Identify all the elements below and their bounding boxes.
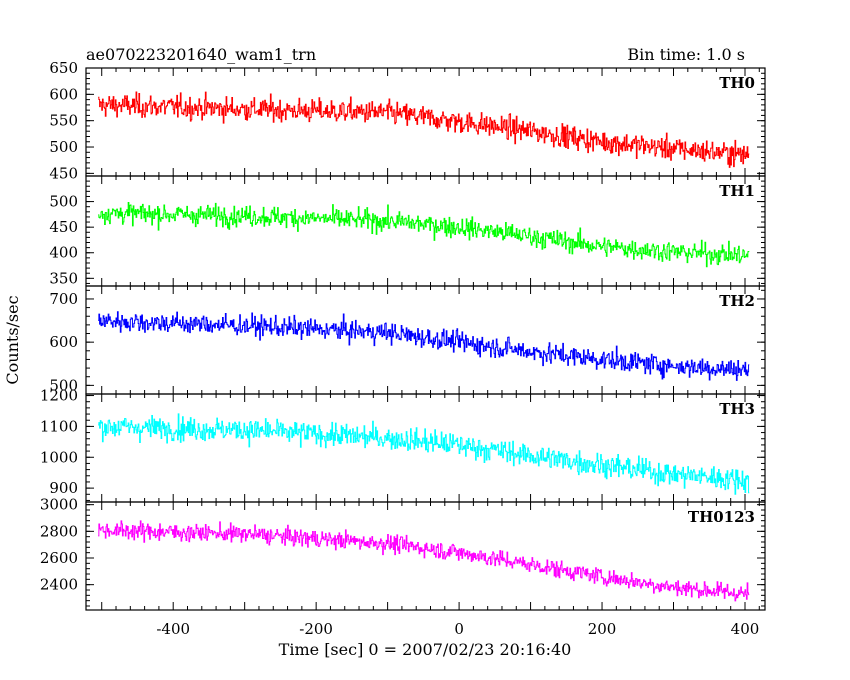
y-tick-label: 2800 [40,522,78,540]
x-tick-label: 0 [454,620,464,638]
y-axis-label: Counts/sec [3,295,22,384]
y-tick-label: 400 [49,244,78,262]
y-tick-label: 550 [49,112,78,130]
y-tick-label: 1100 [40,417,78,435]
panels: 450 500 550 600 650 TH0 350 400 450 500 TH1 500 600 7… [40,59,766,638]
y-tick-label: 700 [49,290,78,308]
x-tick-label: -200 [299,620,333,638]
panel-frame [85,67,766,177]
bin-time-label: Bin time: 1.0 s [627,45,745,64]
panel-label: TH1 [719,182,755,200]
x-axis-label: Time [sec] 0 = 2007/02/23 20:16:40 [279,640,572,659]
x-tick-label: -400 [156,620,190,638]
y-tick-label: 450 [49,164,78,182]
panel-label: TH2 [719,292,755,310]
series-line-th0123 [98,520,750,602]
panel-th1: 350 400 450 500 TH1 [49,175,766,287]
y-tick-label: 350 [49,269,78,287]
y-tick-label: 500 [49,193,78,211]
x-tick-label: 200 [588,620,617,638]
panel-label: TH0123 [688,508,755,526]
y-tick-label: 600 [49,85,78,103]
y-tick-label: 450 [49,218,78,236]
panel-th0: 450 500 550 600 650 TH0 [49,59,766,182]
y-tick-label: 2600 [40,549,78,567]
y-tick-label: 500 [49,376,78,394]
panel-th0123: 2400 2600 2800 3000 TH0123 [40,496,766,611]
panel-label: TH3 [719,400,755,418]
x-tick-label: 400 [731,620,760,638]
panel-frame [85,501,766,611]
series-line-th2 [98,311,750,381]
series-line-th1 [98,202,750,268]
panel-th3: 900 1000 1100 1200 TH3 [40,387,766,503]
observation-id: ae070223201640_wam1_trn [86,45,316,64]
y-tick-label: 1200 [40,387,78,405]
series-line-th0 [98,91,750,168]
y-tick-label: 500 [49,138,78,156]
y-tick-label: 3000 [40,496,78,514]
series-line-th3 [98,413,750,495]
y-tick-label: 1000 [40,448,78,466]
y-tick-label: 600 [49,333,78,351]
y-tick-label: 900 [49,479,78,497]
panel-label: TH0 [719,74,755,92]
panel-th2: 500 600 700 TH2 [49,285,766,395]
y-tick-label: 2400 [40,576,78,594]
y-tick-label: 650 [49,59,78,77]
panel-frame [85,175,766,287]
